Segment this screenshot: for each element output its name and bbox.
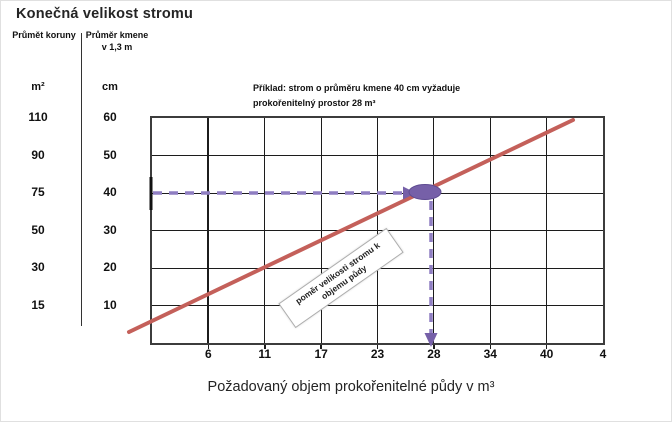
x-tick-label: 6 bbox=[205, 347, 212, 361]
x-axis-tick bbox=[433, 345, 435, 349]
column-divider bbox=[81, 33, 82, 326]
y-tick-label-crown: 50 bbox=[31, 222, 45, 237]
y-tick-label-trunk: 10 bbox=[103, 297, 117, 312]
x-axis-tick bbox=[376, 345, 379, 349]
x-tick-label: 11 bbox=[258, 347, 272, 361]
x-tick-label: 17 bbox=[314, 347, 328, 361]
grid-hline bbox=[152, 230, 603, 231]
x-axis-tick bbox=[264, 345, 266, 349]
y-tick-label-trunk: 60 bbox=[103, 110, 117, 124]
x-axis-tick bbox=[207, 345, 210, 349]
example-annotation-line1: Příklad: strom o průměru kmene 40 cm vyž… bbox=[253, 83, 461, 93]
x-axis-tick bbox=[545, 345, 548, 349]
y-tick-label-crown: 110 bbox=[28, 110, 48, 124]
y-tick-label-crown: 90 bbox=[31, 147, 45, 162]
x-tick-label: 40 bbox=[539, 347, 554, 361]
grid-hline bbox=[152, 305, 603, 306]
trunk-column-header-height: v 1,3 m bbox=[101, 42, 133, 52]
trunk-unit-label: cm bbox=[102, 81, 118, 93]
x-tick-label: 34 bbox=[483, 347, 497, 361]
trunk-column-header: Průměr kmene bbox=[85, 30, 149, 40]
y-tick-label-crown: 75 bbox=[31, 185, 45, 199]
y-tick-label-crown: 15 bbox=[31, 297, 45, 312]
y-tick-label-crown: 30 bbox=[31, 260, 45, 274]
x-tick-label: 28 bbox=[427, 347, 441, 361]
example-annotation-line2: prokořenitelný prostor 28 m³ bbox=[253, 98, 376, 108]
x-tick-label: 4 bbox=[599, 347, 607, 361]
x-axis-tick bbox=[320, 345, 322, 349]
x-axis-tick bbox=[489, 345, 491, 349]
grid-hline bbox=[152, 155, 603, 156]
x-axis-title: Požadovaný objem prokořenitelné půdy v m… bbox=[207, 379, 495, 395]
crown-unit-label: m² bbox=[31, 81, 45, 93]
page-title: Konečná velikost stromu bbox=[16, 6, 194, 22]
y-tick-label-trunk: 30 bbox=[103, 222, 117, 237]
y-tick-label-trunk: 40 bbox=[103, 185, 117, 199]
example-annotation: Příklad: strom o průměru kmene 40 cm vyž… bbox=[253, 81, 483, 111]
grid-hline bbox=[152, 192, 603, 194]
y-tick-label-trunk: 20 bbox=[103, 260, 117, 274]
x-tick-label: 23 bbox=[370, 347, 385, 361]
crown-column-header: Průmět koruny bbox=[12, 30, 76, 40]
y-tick-label-trunk: 50 bbox=[103, 147, 117, 162]
